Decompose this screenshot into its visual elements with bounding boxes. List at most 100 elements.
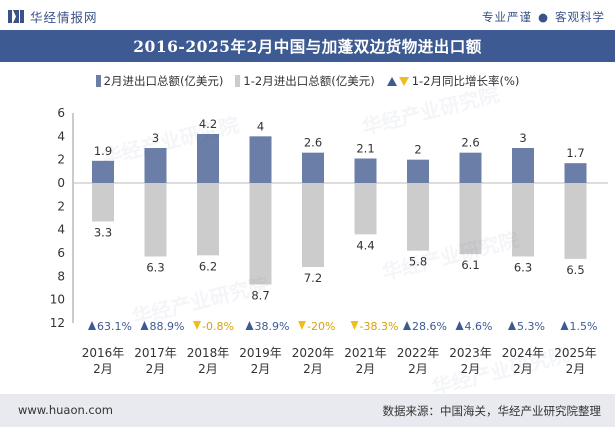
growth-label: 5.3% [517, 320, 545, 333]
growth-up-icon [560, 321, 569, 330]
header-bar: 华经情报网 专业严谨 ● 客观科学 [0, 0, 615, 30]
growth-down-icon [298, 321, 306, 330]
x-tick-label: 2025年 [554, 346, 597, 360]
x-tick-label: 2月 [93, 362, 113, 376]
slogan-separator: ● [537, 10, 549, 24]
growth-up-icon [455, 321, 464, 330]
footer-bar: www.huaon.com 数据来源：中国海关，华经产业研究院整理 [0, 394, 615, 427]
x-tick-label: 2月 [461, 362, 481, 376]
chart-legend: 2月进出口总额(亿美元) 1-2月进出口总额(亿美元) 1-2月同比增长率(%) [0, 71, 615, 91]
bar-feb-label: 1.7 [566, 146, 584, 160]
x-tick-label: 2月 [146, 362, 166, 376]
bar-feb [302, 152, 324, 183]
footer-url[interactable]: www.huaon.com [18, 403, 113, 417]
x-tick-label: 2016年 [82, 346, 125, 360]
legend-swatch-jan-feb [235, 75, 241, 87]
growth-label: 28.6% [412, 320, 447, 333]
brand-name: 华经情报网 [30, 9, 98, 25]
bar-jan-feb-label: 6.5 [566, 263, 584, 277]
bar-jan-feb [92, 183, 114, 222]
x-tick-label: 2月 [408, 362, 428, 376]
x-tick-label: 2月 [513, 362, 533, 376]
growth-label: -38.3% [360, 320, 399, 333]
growth-down-icon [193, 321, 201, 330]
y-tick-label: 6 [57, 106, 65, 120]
bar-jan-feb [354, 183, 377, 235]
growth-up-icon [508, 321, 516, 330]
x-tick-label: 2024年 [502, 346, 545, 360]
legend-swatch-feb [95, 75, 101, 87]
bar-feb [564, 163, 587, 183]
growth-label: -0.8% [202, 320, 234, 333]
bar-jan-feb [459, 183, 482, 255]
bar-jan-feb [249, 183, 272, 285]
y-tick-label: 6 [57, 246, 65, 260]
growth-label: 63.1% [97, 320, 132, 333]
x-tick-label: 2017年 [134, 346, 177, 360]
x-tick-label: 2月 [198, 362, 218, 376]
bar-jan-feb-label: 4.4 [356, 238, 374, 252]
footer-source: 数据来源：中国海关，华经产业研究院整理 [382, 404, 602, 418]
y-tick-label: 2 [57, 199, 65, 213]
x-tick-label: 2月 [356, 362, 376, 376]
bar-feb-label: 2.6 [304, 136, 322, 150]
bar-feb [354, 158, 377, 183]
legend-label-jan-feb: 1-2月进出口总额(亿美元) [243, 74, 375, 88]
chart-plot: 6420246810121.93.363.1%2016年2月36.388.9%2… [50, 106, 608, 376]
growth-label: 1.5% [570, 320, 598, 333]
bar-feb-label: 4.2 [199, 117, 217, 131]
bar-jan-feb [144, 183, 167, 257]
bar-jan-feb-label: 6.1 [461, 258, 479, 272]
legend-item-growth: 1-2月同比增长率(%) [386, 73, 520, 89]
huajing-logo-icon [8, 9, 24, 23]
y-tick-label: 4 [57, 223, 65, 237]
growth-label: 88.9% [150, 320, 185, 333]
growth-up-icon [140, 321, 149, 330]
growth-label: 4.6% [465, 320, 493, 333]
bar-jan-feb-label: 6.2 [199, 259, 217, 273]
legend-item-jan-feb: 1-2月进出口总额(亿美元) [235, 73, 375, 89]
up-triangle-icon [386, 76, 397, 86]
bar-feb-label: 2.1 [356, 142, 374, 156]
x-tick-label: 2月 [303, 362, 323, 376]
x-tick-label: 2月 [566, 362, 586, 376]
legend-item-feb: 2月进出口总额(亿美元) [95, 73, 223, 89]
bar-jan-feb [197, 183, 219, 256]
y-tick-label: 12 [50, 316, 65, 330]
bar-feb [512, 148, 534, 183]
slogan-left: 专业严谨 [481, 10, 532, 24]
x-tick-label: 2023年 [449, 346, 492, 360]
bar-jan-feb-label: 7.2 [304, 271, 322, 285]
bar-feb-label: 3 [519, 131, 526, 145]
bar-feb [92, 160, 114, 183]
bar-feb [459, 152, 482, 183]
bar-feb-label: 3 [152, 131, 159, 145]
bar-jan-feb-label: 6.3 [514, 261, 532, 275]
bar-feb-label: 4 [257, 119, 264, 133]
bar-feb [249, 136, 272, 183]
growth-up-icon [403, 321, 411, 330]
y-tick-label: 8 [57, 269, 65, 283]
growth-up-icon [245, 321, 254, 330]
bar-feb-label: 2.6 [461, 136, 479, 150]
y-tick-label: 0 [57, 176, 65, 190]
growth-label: -20% [307, 320, 335, 333]
bar-jan-feb-label: 3.3 [94, 226, 112, 240]
growth-down-icon [350, 321, 359, 330]
bar-feb-label: 2 [414, 143, 421, 157]
y-tick-label: 2 [57, 153, 65, 167]
down-triangle-icon [398, 76, 409, 86]
chart-title: 2016-2025年2月中国与加蓬双边货物进出口额 [133, 37, 482, 56]
x-tick-label: 2022年 [397, 346, 440, 360]
x-tick-label: 2019年 [239, 346, 282, 360]
brand[interactable]: 华经情报网 [8, 7, 98, 25]
legend-label-growth: 1-2月同比增长率(%) [411, 74, 520, 88]
bar-feb-label: 1.9 [94, 144, 112, 158]
bar-jan-feb [407, 183, 429, 251]
bar-feb [407, 159, 429, 183]
x-tick-label: 2021年 [344, 346, 387, 360]
bar-jan-feb-label: 8.7 [251, 289, 269, 303]
slogan-right: 客观科学 [555, 10, 605, 24]
x-tick-label: 2020年 [292, 346, 335, 360]
y-tick-label: 4 [57, 129, 65, 143]
